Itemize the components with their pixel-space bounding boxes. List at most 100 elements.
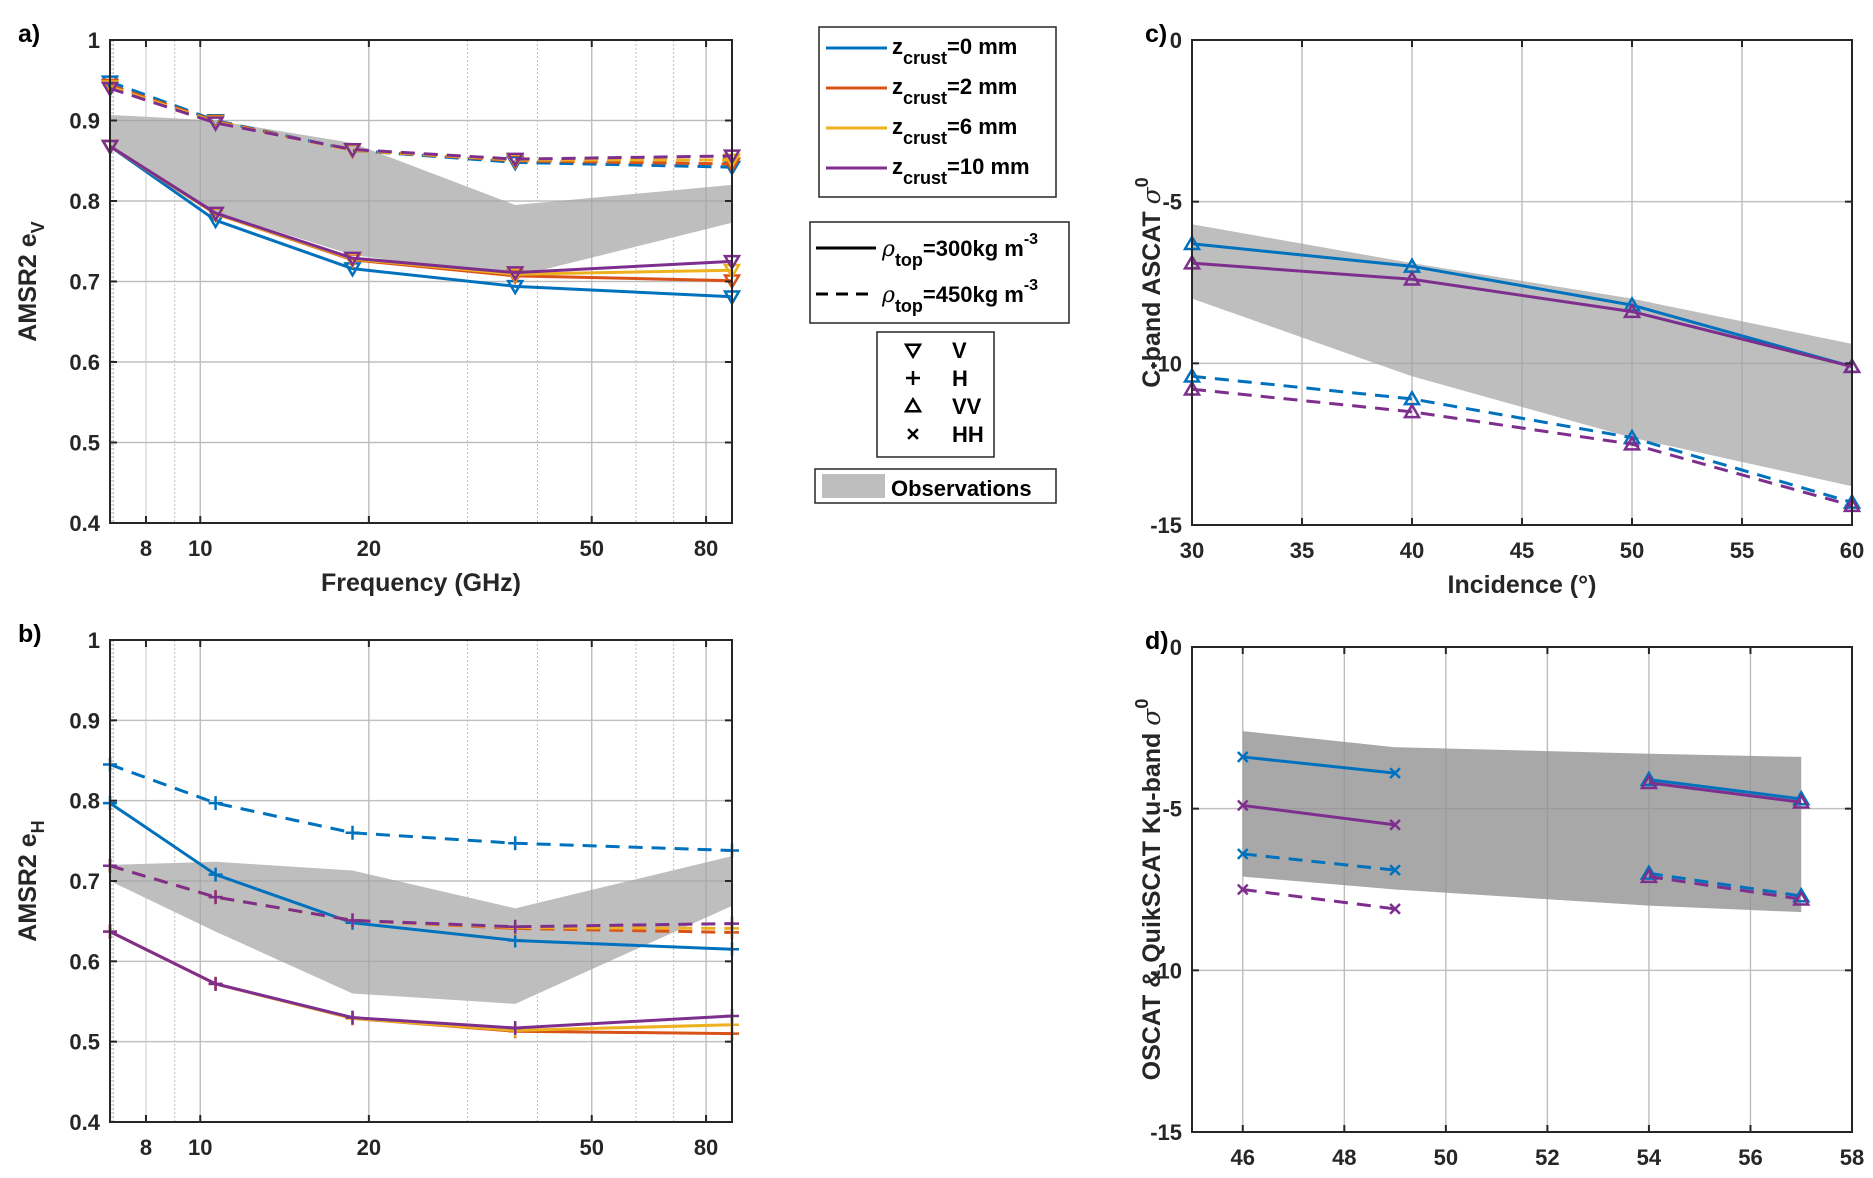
data-point <box>508 1021 523 1036</box>
legend-sub: crust <box>903 128 947 148</box>
series-d-0 <box>1236 751 1401 779</box>
y-tick-label: 1 <box>88 628 100 653</box>
data-point <box>206 116 225 133</box>
data-point <box>1389 767 1401 779</box>
series-line <box>109 144 733 275</box>
ticks-b: 8 10 20 50 80 0.4 0.5 0.6 0.7 0.8 0.9 1 <box>69 628 732 1160</box>
data-point <box>345 825 360 840</box>
x-tick-label: 45 <box>1510 538 1534 563</box>
series-d-3 <box>1236 883 1401 915</box>
x-tick-label: 10 <box>188 536 212 561</box>
x-tick-label: 20 <box>357 1135 381 1160</box>
legend-sub: crust <box>903 48 947 68</box>
data-point <box>1402 402 1422 419</box>
x-tick-label: 52 <box>1535 1145 1559 1170</box>
panel-b: 8 10 20 50 80 0.4 0.5 0.6 0.7 0.8 0.9 1 b) AMSR2 eH <box>14 620 739 1160</box>
legend-crust-entry: zcrust=10 mm <box>826 154 1030 188</box>
legend-marker-entry: V <box>903 338 967 363</box>
sigma-symbol: σ <box>1137 186 1166 204</box>
observations-band <box>1192 224 1852 487</box>
data-point <box>1236 751 1249 763</box>
legend-markers-box <box>876 331 995 458</box>
x-tick-label: 8 <box>140 1135 152 1160</box>
y-axis-label-text: AMSR2 e <box>14 233 42 341</box>
legend-density-entry: ρtop=300kg m-3 <box>816 231 1038 270</box>
y-tick-label: 0.5 <box>69 1030 100 1055</box>
y-tick-label: 0 <box>1170 635 1182 660</box>
y-tick-label: 0.5 <box>69 431 100 456</box>
y-axis-label: AMSR2 eH <box>14 820 48 941</box>
y-tick-label: 0.6 <box>69 350 100 375</box>
data-point <box>1639 770 1659 787</box>
data-point <box>1389 903 1401 915</box>
legend-density-box <box>809 221 1070 324</box>
y-axis-label-sup: 0 <box>1132 699 1152 709</box>
panel-label: b) <box>18 620 42 648</box>
legend-marker-label: HH <box>952 422 984 447</box>
x-tick-label: 40 <box>1400 538 1424 563</box>
legend-marker-label: VV <box>952 394 982 419</box>
data-point <box>345 913 360 928</box>
y-axis-label: OSCAT & QuikSCAT Ku-band σ0 <box>1132 699 1166 1081</box>
series-line <box>109 80 733 169</box>
legend-var: z <box>892 154 903 179</box>
axes-box <box>1191 646 1853 1133</box>
data-point <box>506 152 525 169</box>
x-tick-label: 48 <box>1332 1145 1356 1170</box>
series-b-4 <box>103 757 739 858</box>
legend-crust-entry: zcrust=2 mm <box>826 74 1017 108</box>
data-point <box>508 836 523 851</box>
series-line <box>1242 755 1396 775</box>
data-point <box>508 933 523 948</box>
series-line <box>1242 803 1396 827</box>
data-point <box>1639 867 1659 884</box>
legend-sup: -3 <box>1024 277 1038 294</box>
series-line <box>1191 242 1853 369</box>
legend-value: =300kg m <box>923 236 1024 261</box>
legend-crust-label: zcrust=0 mm <box>892 34 1017 68</box>
y-tick-label: 1 <box>88 28 100 53</box>
x-tick-label: 50 <box>1620 538 1644 563</box>
triangle-down-icon <box>903 343 923 360</box>
grid-overlay-a <box>110 39 732 524</box>
x-tick-label: 54 <box>1637 1145 1662 1170</box>
data-point <box>206 206 225 223</box>
y-axis-label: C-band ASCAT σ0 <box>1132 177 1166 387</box>
x-tick-label: 58 <box>1840 1145 1864 1170</box>
data-point <box>1622 435 1642 451</box>
data-point <box>208 867 223 882</box>
y-tick-label: -15 <box>1150 1120 1182 1145</box>
x-tick-label: 80 <box>694 536 718 561</box>
observations-band <box>110 114 732 277</box>
series-d-2 <box>1236 848 1401 876</box>
x-tick-label: 60 <box>1840 538 1864 563</box>
series-line <box>1191 261 1853 369</box>
legend-value: =6 mm <box>947 114 1017 139</box>
data-point <box>208 796 223 811</box>
data-point <box>1792 793 1811 809</box>
data-point <box>1639 864 1659 880</box>
legend-crust-label: zcrust=2 mm <box>892 74 1017 108</box>
rho-symbol: ρ <box>881 237 895 262</box>
series-d-1 <box>1236 799 1401 831</box>
y-tick-label: -10 <box>1150 958 1182 983</box>
series-line <box>109 763 733 852</box>
data-point <box>1792 789 1811 806</box>
legend-marker-label: H <box>952 366 968 391</box>
x-axis-label: Incidence (°) <box>1448 571 1597 599</box>
y-axis-label-sub: H <box>28 820 48 833</box>
x-tick-label: 50 <box>580 536 604 561</box>
x-tick-label: 46 <box>1231 1145 1255 1170</box>
data-point <box>508 919 523 934</box>
y-tick-label: -10 <box>1150 351 1182 376</box>
data-point <box>343 251 362 268</box>
y-tick-label: -5 <box>1162 797 1182 822</box>
x-tick-label: 8 <box>140 536 152 561</box>
series-d-5 <box>1639 773 1811 809</box>
x-tick-label: 80 <box>694 1135 718 1160</box>
y-tick-label: 0.6 <box>69 949 100 974</box>
ticks-a: 8 10 20 50 80 0.4 0.5 0.6 0.7 0.8 0.9 1 <box>69 28 732 561</box>
data-point <box>208 976 223 991</box>
series-d-6 <box>1639 864 1811 903</box>
